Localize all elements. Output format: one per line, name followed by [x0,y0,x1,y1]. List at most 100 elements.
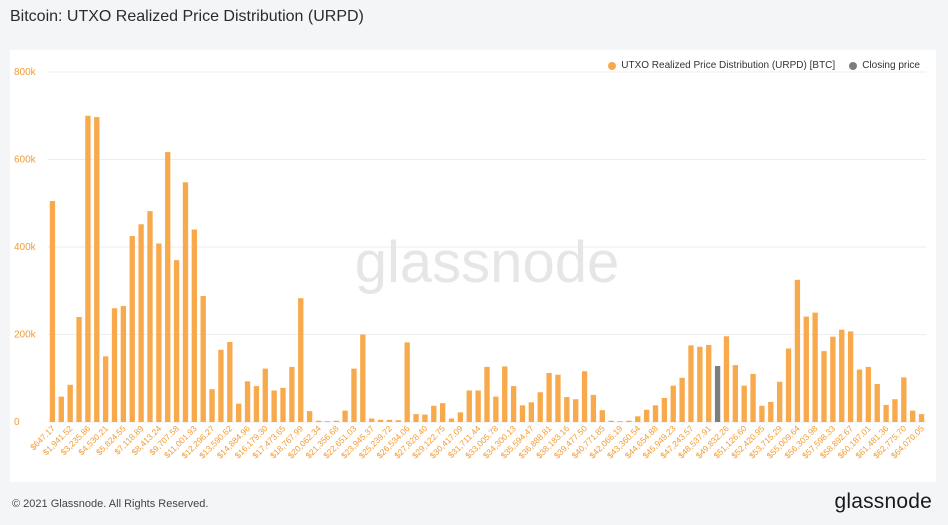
urpd-bar [617,421,623,422]
urpd-bar [688,345,694,422]
urpd-bar [218,349,224,422]
urpd-bar [76,317,82,422]
urpd-bar [448,418,455,422]
urpd-bar [457,412,464,422]
urpd-bar [865,366,872,422]
urpd-bar [227,341,233,422]
urpd-bar [626,420,632,422]
urpd-bar [475,390,481,422]
urpd-bar [439,403,446,422]
urpd-bar [856,369,863,422]
urpd-bar [173,260,180,422]
urpd-bar [502,366,508,422]
urpd-bar [706,345,712,422]
legend-dot-urpd [608,61,617,70]
urpd-bar [342,410,348,422]
urpd-bar [847,331,854,422]
y-tick-label: 600k [14,155,37,166]
urpd-bar [768,401,774,422]
urpd-bar [262,368,268,422]
urpd-bar [351,368,357,422]
urpd-bar [635,416,641,422]
urpd-bar [661,397,668,422]
urpd-bar [546,373,552,422]
urpd-bar [315,420,322,422]
urpd-bar [360,334,366,422]
urpd-bar [608,420,614,422]
urpd-bar [510,386,517,422]
glassnode-logo: glassnode [834,490,932,513]
urpd-bar [386,419,393,422]
urpd-bar [910,410,916,422]
urpd-bar [280,387,286,422]
urpd-bar [750,373,756,422]
watermark-text: glassnode [355,230,619,295]
urpd-bar [324,421,331,422]
urpd-bar [120,306,127,422]
urpd-bar [821,351,827,422]
urpd-bar [466,390,472,422]
urpd-bar [413,414,419,422]
urpd-bar [102,356,109,422]
urpd-bar [777,381,783,422]
urpd-bar [156,243,162,422]
urpd-bar [892,399,898,422]
urpd-bar [564,397,570,422]
legend-dot-closing [849,61,858,70]
y-tick-label: 800k [14,67,37,78]
urpd-bar [519,405,526,422]
legend-label-closing: Closing price [862,60,920,71]
urpd-bar [404,342,410,422]
legend-item-urpd[interactable]: UTXO Realized Price Distribution (URPD) … [608,60,835,71]
urpd-bar [573,399,579,422]
urpd-bar [191,229,197,422]
page-title: Bitcoin: UTXO Realized Price Distributio… [10,8,364,25]
urpd-bar [369,418,375,422]
urpd-bar [528,402,535,422]
urpd-bar [271,390,277,422]
urpd-bar [679,377,685,422]
urpd-bar [484,366,490,422]
urpd-bar [723,336,730,422]
urpd-bar [901,377,907,422]
y-tick-label: 0 [14,417,20,428]
urpd-bar [85,115,91,422]
urpd-bar [643,409,650,422]
urpd-bar [165,152,171,422]
urpd-bar [298,298,304,422]
urpd-bar [803,316,809,422]
chart-panel: UTXO Realized Price Distribution (URPD) … [10,50,936,482]
urpd-bar [253,386,260,422]
chart-legend: UTXO Realized Price Distribution (URPD) … [608,60,920,71]
urpd-bar [537,392,543,422]
urpd-bar [918,414,925,422]
urpd-bar [147,211,153,422]
urpd-bar [67,384,73,422]
urpd-bar-chart: 0200k400k600k800kglassnode$647.17$1,941.… [14,67,926,460]
closing-price-bar [714,366,721,422]
urpd-bar [493,396,499,422]
urpd-bar [759,405,765,422]
urpd-bar [94,117,100,422]
urpd-bar [200,296,206,422]
urpd-bar [883,404,889,422]
urpd-bar [244,381,251,422]
urpd-bar [289,366,295,422]
y-tick-label: 400k [14,242,37,253]
urpd-bar [49,201,56,422]
urpd-bar [785,348,792,422]
urpd-bar [58,396,64,422]
urpd-bar [590,394,597,422]
urpd-bar [741,385,747,422]
legend-item-closing[interactable]: Closing price [849,60,920,71]
legend-label-urpd: UTXO Realized Price Distribution (URPD) … [621,60,836,71]
urpd-bar [236,403,242,422]
y-tick-label: 200k [14,330,37,341]
urpd-bar [874,383,880,422]
urpd-bar [333,420,339,422]
urpd-bar [670,385,676,422]
urpd-bar [431,405,437,422]
urpd-bar [599,410,605,422]
urpd-bar [182,182,189,422]
urpd-bar [138,224,144,422]
